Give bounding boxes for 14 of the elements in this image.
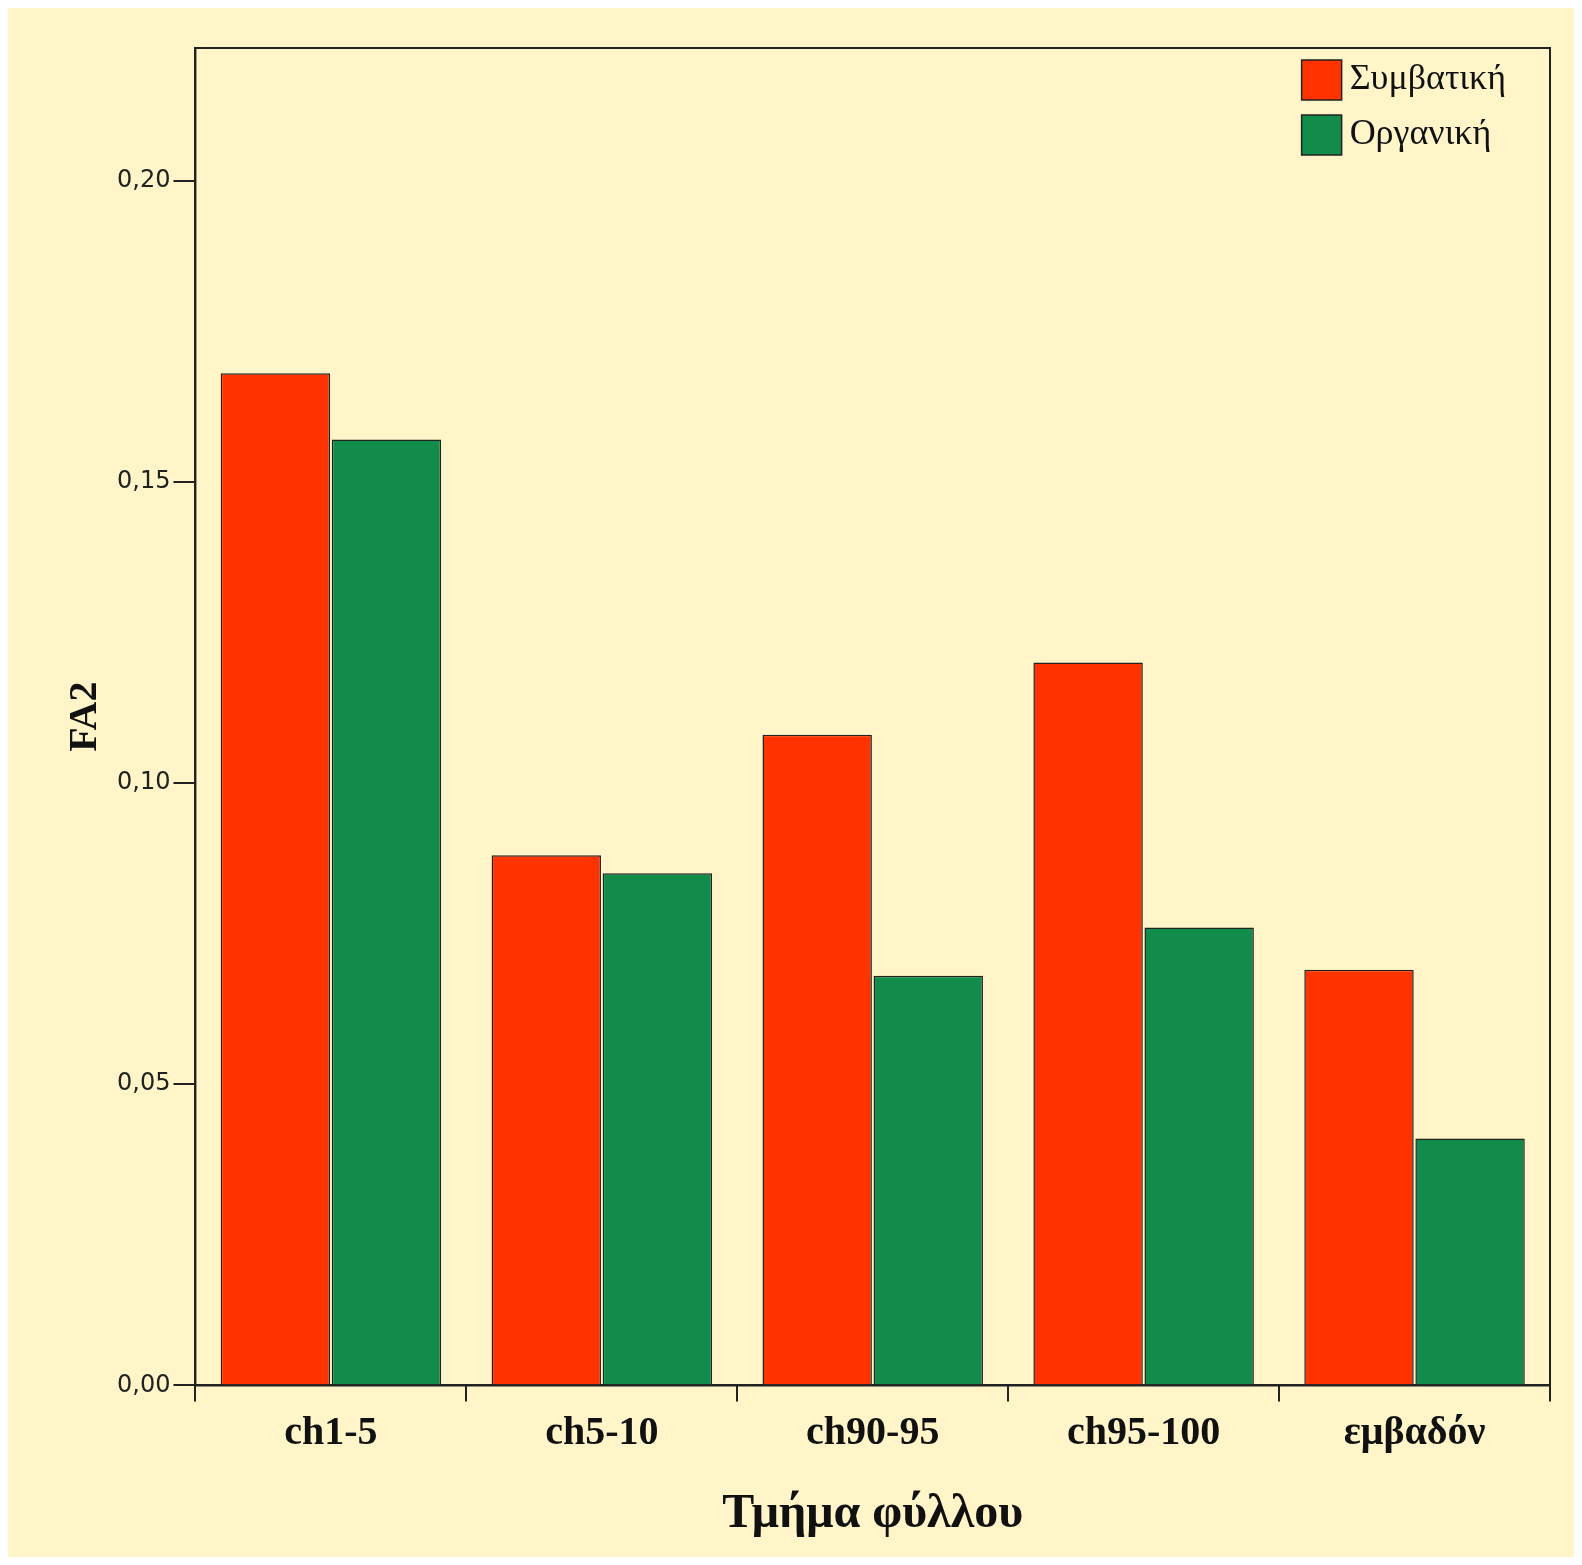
y-tick-label: 0,15 — [117, 465, 171, 494]
legend-label: Συμβατική — [1349, 57, 1506, 98]
x-tick-label: ch90-95 — [806, 1407, 940, 1453]
y-tick-label: 0,05 — [117, 1068, 171, 1097]
legend-label: Οργανική — [1349, 112, 1492, 153]
y-tick-label: 0,20 — [117, 164, 171, 193]
y-axis-title: FA2 — [60, 681, 106, 752]
x-tick-label: ch1-5 — [284, 1407, 378, 1453]
x-tick-label: ch95-100 — [1066, 1407, 1221, 1453]
x-axis-title: Τμήμα φύλλου — [722, 1483, 1024, 1537]
x-tick-label: ch5-10 — [545, 1407, 659, 1453]
y-tick-label: 0,00 — [117, 1369, 171, 1398]
y-tick-label: 0,10 — [117, 767, 171, 796]
x-tick-label: εμβαδόν — [1343, 1407, 1486, 1453]
